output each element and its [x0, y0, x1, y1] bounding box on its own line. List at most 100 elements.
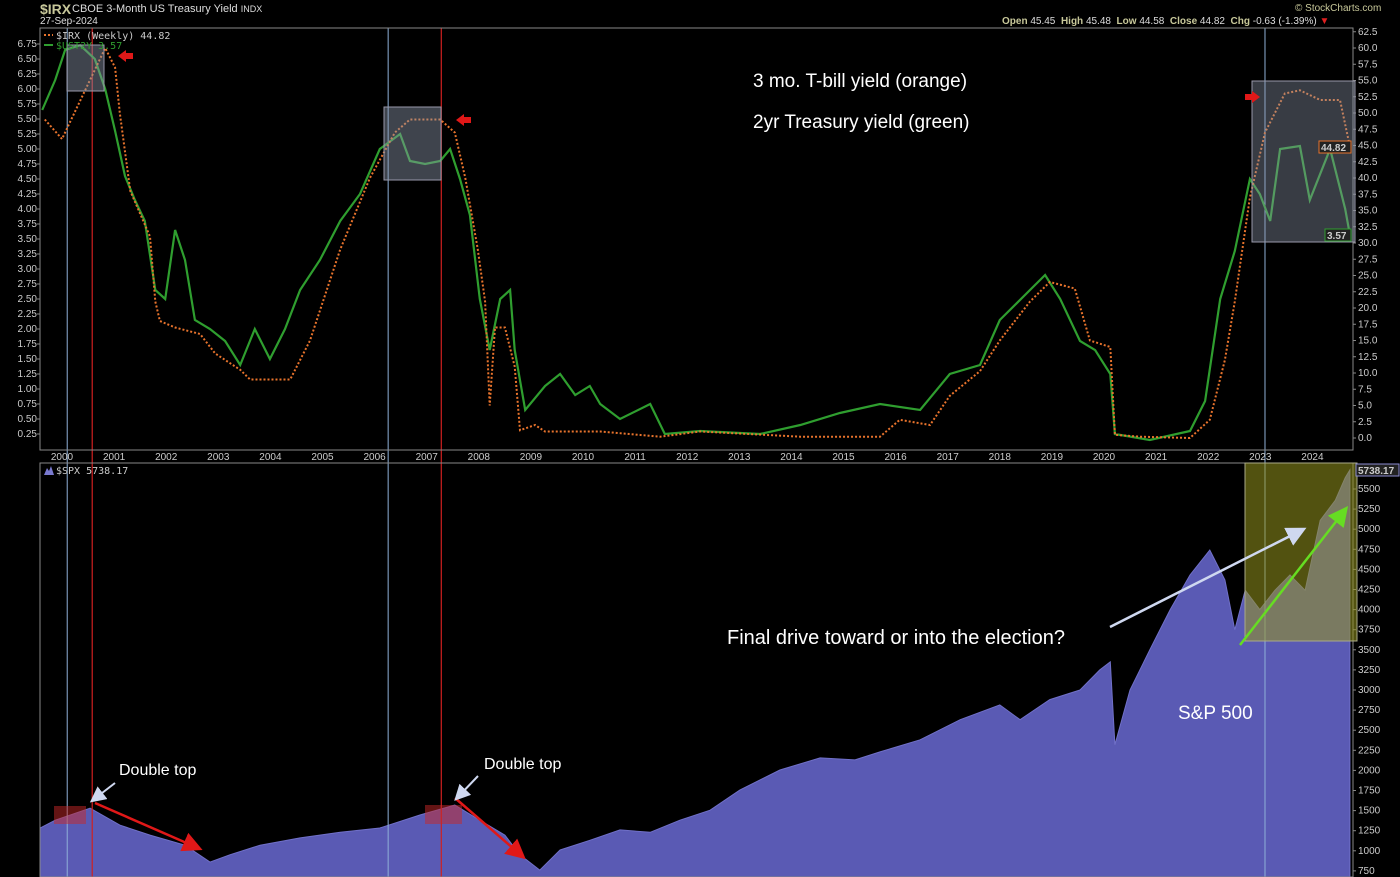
right-axis-tick-label: 17.5: [1358, 319, 1378, 330]
spx-axis-tick-label: 2000: [1358, 765, 1381, 776]
left-axis-tick-label: 4.25: [18, 189, 38, 200]
x-axis-year-label: 2019: [1041, 452, 1064, 463]
irx-legend-label: $IRX (Weekly) 44.82: [56, 31, 170, 42]
spx-axis-tick-label: 4250: [1358, 585, 1381, 596]
x-axis-year-label: 2018: [989, 452, 1012, 463]
irx-last-value: 44.82: [1321, 143, 1346, 154]
left-axis-tick-label: 5.00: [18, 144, 38, 155]
right-axis-tick-label: 55.0: [1358, 76, 1378, 87]
annotation-double-top-2000: Double top: [119, 762, 196, 779]
right-axis-tick-label: 10.0: [1358, 368, 1378, 379]
spx-axis-tick-label: 5250: [1358, 504, 1381, 515]
spx-axis-tick-label: 3000: [1358, 685, 1381, 696]
spx-axis-tick-label: 3250: [1358, 665, 1381, 676]
right-axis-tick-label: 47.5: [1358, 124, 1378, 135]
spx-axis-tick-label: 3750: [1358, 625, 1381, 636]
x-axis-year-label: 2017: [937, 452, 960, 463]
high-label: High: [1060, 16, 1084, 27]
right-axis-tick-label: 57.5: [1358, 59, 1378, 70]
decline-arrow-2007: [454, 797, 526, 860]
chg-value: -0.63 (-1.39%): [1252, 16, 1317, 27]
spx-panel: 750 1000 1250 1500 1750 2000 2250 2500 2750 3000 3…: [39, 468, 1381, 877]
right-axis-tick-label: 22.5: [1358, 287, 1378, 298]
spx-axis-tick-label: 5000: [1358, 524, 1381, 535]
right-axis-tick-label: 52.5: [1358, 92, 1378, 103]
left-axis-tick-label: 1.25: [18, 369, 38, 380]
spx-legend-label: $SPX 5738.17: [56, 466, 128, 477]
highlight-box-2023: [1251, 80, 1356, 243]
x-axis-year-label: 2023: [1249, 452, 1272, 463]
left-axis-tick-label: 6.50: [18, 54, 38, 65]
right-axis-tick-label: 45.0: [1358, 141, 1378, 152]
highlight-box-recent-rally: [1244, 462, 1358, 642]
left-axis-tick-label: 2.00: [18, 324, 38, 335]
ust2y-legend-label: $UST2Y 3.57: [56, 41, 122, 52]
low-label: Low: [1116, 16, 1137, 27]
left-axis-tick-label: 1.00: [18, 384, 38, 395]
spx-axis-tick-label: 1500: [1358, 806, 1381, 817]
left-axis-tick-label: 5.50: [18, 114, 38, 125]
annotation-2yr: 2yr Treasury yield (green): [753, 112, 969, 133]
chg-label: Chg: [1230, 16, 1250, 27]
x-axis-year-label: 2012: [676, 452, 699, 463]
brand-watermark[interactable]: © StockCharts.com: [1295, 3, 1382, 14]
x-axis-year-label: 2013: [728, 452, 751, 463]
irx-line: [44, 45, 1351, 440]
x-axis-year-label: 2003: [207, 452, 230, 463]
chart-date: 27-Sep-2024: [40, 16, 98, 27]
spx-axis-tick-label: 2500: [1358, 725, 1381, 736]
left-axis-tick-label: 2.50: [18, 294, 38, 305]
x-axis-year-label: 2024: [1301, 452, 1324, 463]
red-arrow-icon: [456, 114, 471, 126]
spx-legend: $SPX 5738.17: [44, 466, 128, 477]
spx-axis-tick-label: 1250: [1358, 826, 1381, 837]
spx-last-value-tag: 5738.17: [1355, 463, 1400, 477]
x-axis-year-label: 2002: [155, 452, 178, 463]
x-axis-year-label: 2014: [780, 452, 803, 463]
spx-axis-tick-label: 1000: [1358, 846, 1381, 857]
left-axis-tick-label: 3.50: [18, 234, 38, 245]
right-axis-tick-label: 50.0: [1358, 108, 1378, 119]
right-axis-tick-label: 35.0: [1358, 206, 1378, 217]
spx-axis-tick-label: 750: [1358, 866, 1375, 877]
annotation-election: Final drive toward or into the election?: [727, 627, 1065, 649]
exchange: INDX: [240, 4, 263, 14]
left-axis-tick-label: 1.75: [18, 339, 38, 350]
down-triangle-icon: ▼: [1319, 16, 1330, 27]
irx-last-value-tag: 44.82: [1318, 140, 1352, 154]
spx-axis-tick-label: 2750: [1358, 705, 1381, 716]
election-pointer-arrow: [1109, 527, 1307, 629]
right-axis-tick-label: 15.0: [1358, 336, 1378, 347]
right-axis-tick-label: 5.0: [1358, 401, 1372, 412]
x-axis-year-label: 2007: [416, 452, 439, 463]
right-axis-tick-label: 62.5: [1358, 27, 1378, 38]
x-axis-year-label: 2015: [832, 452, 855, 463]
x-axis-year-label: 2008: [468, 452, 491, 463]
annotation-tbill: 3 mo. T-bill yield (orange): [753, 71, 967, 92]
left-axis-tick-label: 0.50: [18, 414, 38, 425]
ust2y-last-value-tag: 3.57: [1324, 228, 1352, 242]
x-axis-year-label: 2009: [520, 452, 543, 463]
spx-axis-tick-label: 1750: [1358, 786, 1381, 797]
right-axis-tick-label: 60.0: [1358, 43, 1378, 54]
spx-area: [39, 468, 1351, 877]
spx-axis-tick-label: 4500: [1358, 564, 1381, 575]
left-axis-tick-label: 5.25: [18, 129, 38, 140]
left-axis-tick-label: 3.25: [18, 249, 38, 260]
annotation-sp500: S&P 500: [1178, 703, 1253, 724]
mountain-icon: [44, 466, 54, 475]
yield-legend: $IRX (Weekly) 44.82 $UST2Y 3.57: [44, 31, 170, 52]
left-axis-tick-label: 6.25: [18, 69, 38, 80]
close-label: Close: [1169, 16, 1198, 27]
left-axis-tick-label: 1.50: [18, 354, 38, 365]
x-axis-year-label: 2010: [572, 452, 595, 463]
left-axis-tick-label: 2.25: [18, 309, 38, 320]
highlight-box-2006: [383, 106, 442, 181]
x-axis-year-label: 2005: [311, 452, 334, 463]
highlight-box-2000: [66, 44, 105, 92]
x-axis-year-label: 2020: [1093, 452, 1116, 463]
x-axis-year-label: 2016: [884, 452, 907, 463]
spx-last-value: 5738.17: [1358, 466, 1395, 477]
ust2y-line: [41, 43, 1351, 442]
